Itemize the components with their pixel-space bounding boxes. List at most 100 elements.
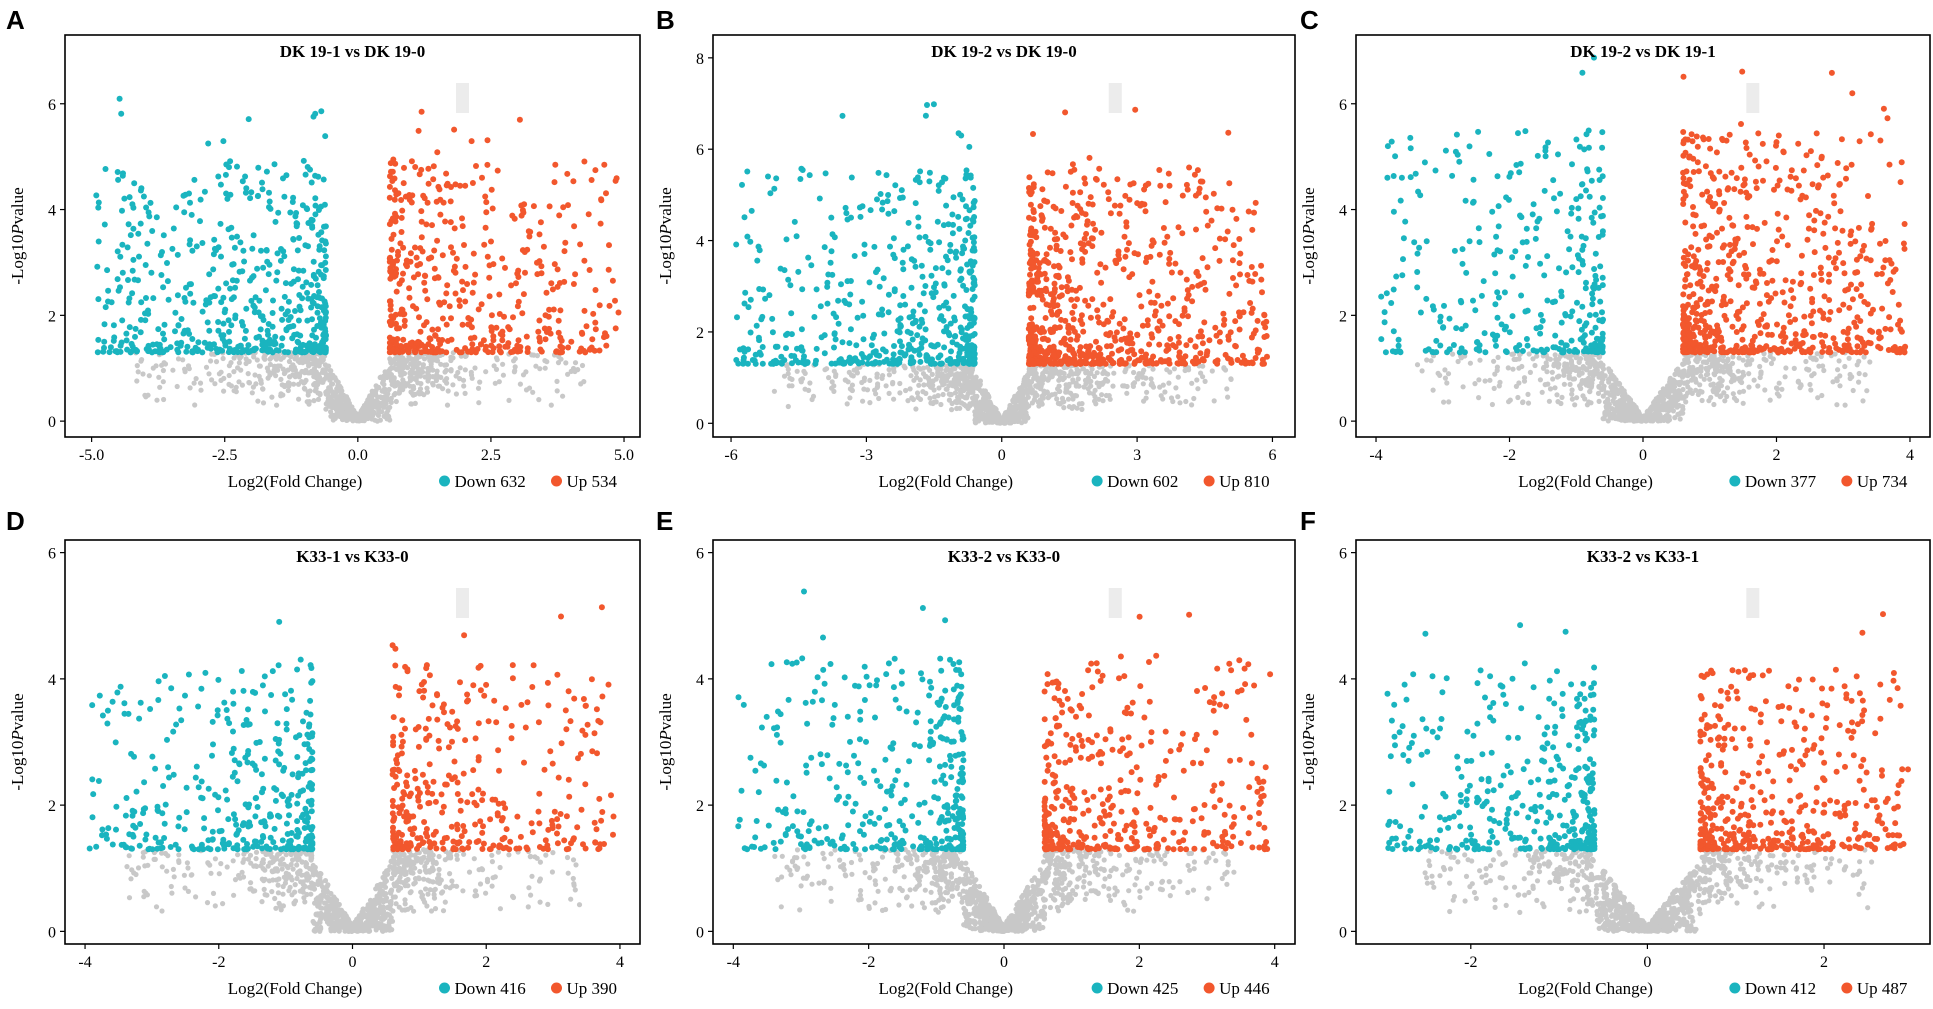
point-not-significant [1105,378,1111,384]
x-tick-label: 2.5 [481,447,501,464]
point-down [293,220,300,227]
point-down [310,258,317,265]
point-up [452,181,459,188]
point-up [1249,226,1256,233]
point-down [952,249,959,256]
point-not-significant [883,383,889,389]
x-axis-label: Log2(Fold Change) [879,472,1014,491]
point-up [456,297,463,304]
point-up [1029,321,1035,328]
point-up [489,205,496,212]
point-up [1064,288,1071,295]
point-not-significant [425,378,431,384]
point-not-significant [371,390,377,396]
point-not-significant [1472,381,1478,387]
point-not-significant [905,398,911,404]
point-not-significant [1543,360,1549,366]
point-up [556,280,563,286]
point-not-significant [375,412,382,418]
point-down [799,286,806,293]
legend: Down 632 Up 534 [439,472,618,491]
point-down [822,170,829,177]
point-not-significant [277,363,283,369]
point-down [962,237,969,244]
point-not-significant [1850,387,1856,394]
point-up [1121,316,1128,323]
point-not-significant [890,381,896,387]
legend-up-label: Up 810 [1219,472,1270,491]
point-up [489,349,496,356]
point-not-significant [907,386,913,392]
point-up [389,168,396,175]
point-up [1100,301,1107,308]
point-up [612,297,618,304]
point-up [555,329,562,336]
point-not-significant [274,402,280,408]
point-down [871,243,878,250]
point-down [928,272,935,279]
point-not-significant [1816,363,1822,369]
point-up [436,186,443,193]
point-up [1252,199,1259,206]
point-up [1089,296,1096,303]
x-axis-label: Log2(Fold Change) [228,472,363,491]
point-up [1248,264,1255,270]
point-down [281,253,288,260]
point-down [264,258,271,265]
point-up [1107,343,1114,349]
point-down [791,353,798,360]
point-down [228,234,235,241]
point-down [220,320,227,327]
point-not-significant [193,376,199,382]
point-up [1141,186,1148,193]
point-up [1028,315,1035,322]
point-not-significant [269,354,275,360]
point-not-significant [949,407,955,413]
point-down [916,351,923,358]
point-down [273,347,280,354]
point-down [101,338,108,345]
point-up [1026,282,1033,289]
point-up [447,219,454,226]
point-down [292,308,298,314]
point-up [1109,350,1115,357]
point-down [187,290,194,297]
point-not-significant [443,367,449,373]
point-down [969,262,976,269]
point-up [516,116,523,123]
point-not-significant [554,388,560,394]
point-not-significant [500,372,506,378]
point-not-significant [457,376,463,382]
point-down [835,297,842,304]
point-down [307,166,313,173]
point-not-significant [1579,378,1585,384]
point-up [1053,273,1060,279]
point-down [949,339,956,346]
point-up [452,269,459,276]
point-up [615,309,622,316]
point-up [393,270,400,277]
point-down [217,220,224,227]
point-up [1185,313,1191,320]
point-up [601,161,608,168]
point-not-significant [964,395,970,401]
point-up [468,138,475,145]
point-not-significant [174,383,180,390]
point-up [1051,263,1057,270]
point-not-significant [973,374,979,380]
point-down [876,359,883,366]
point-up [515,298,522,305]
point-down [867,207,874,214]
point-up [1192,343,1199,350]
point-up [1107,210,1114,217]
point-not-significant [1211,398,1217,404]
point-not-significant [1099,381,1105,387]
point-up [590,310,597,317]
point-down [827,259,834,266]
point-not-significant [425,373,431,379]
point-not-significant [323,375,329,381]
point-up [606,242,612,249]
point-down [908,284,915,291]
point-down [218,299,225,306]
point-down [199,240,206,246]
